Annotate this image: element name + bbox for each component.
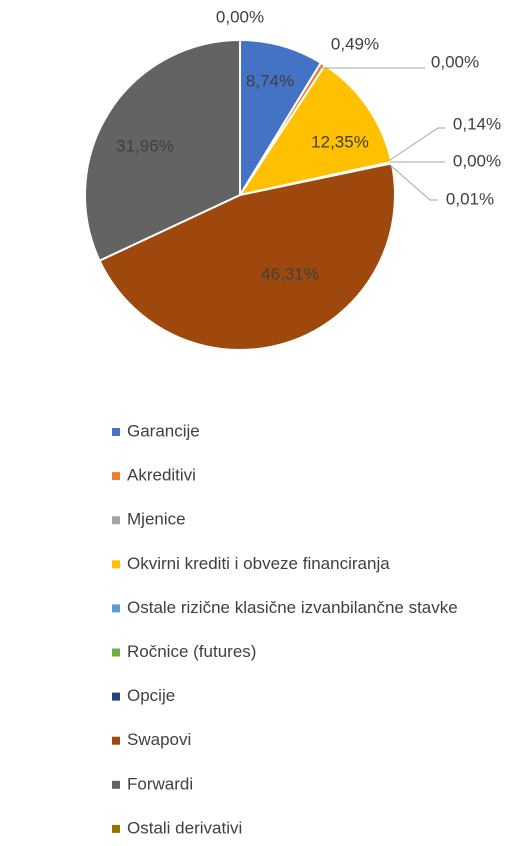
legend-marker: [112, 516, 120, 525]
data-label: 0,01%: [446, 189, 494, 208]
legend-label: Ostali derivativi: [127, 818, 242, 837]
legend-label: Garancije: [127, 421, 200, 440]
data-label: 0,14%: [453, 114, 501, 133]
data-label: 12,35%: [311, 132, 369, 151]
leader-line: [389, 164, 438, 201]
legend-label: Forwardi: [127, 774, 193, 793]
legend-marker: [112, 780, 120, 789]
legend-label: Swapovi: [127, 730, 191, 749]
legend-marker: [112, 472, 120, 481]
legend-marker: [112, 692, 120, 701]
legend-marker: [112, 736, 120, 745]
data-label: 0,49%: [331, 34, 379, 53]
legend-marker: [112, 560, 120, 569]
legend-label: Opcije: [127, 686, 175, 705]
data-label: 46,31%: [261, 264, 319, 283]
data-label: 0,00%: [453, 151, 501, 170]
legend-marker: [112, 824, 120, 833]
legend-label: Ročnice (futures): [127, 642, 256, 661]
pie-slice: [98, 162, 396, 351]
pie-slice: [237, 63, 393, 197]
data-label: 0,00%: [431, 52, 479, 71]
legend-marker: [112, 604, 120, 613]
pie-slice: [239, 38, 323, 199]
legend-label: Ostale rizične klasične izvanbilančne st…: [127, 598, 458, 617]
legend-label: Okvirni krediti i obveze financiranja: [127, 554, 390, 573]
legend-label: Akreditivi: [127, 466, 196, 485]
data-label: 0,00%: [216, 7, 264, 26]
pie-slice: [84, 38, 241, 262]
legend-label: Mjenice: [127, 510, 186, 529]
legend-marker: [112, 428, 120, 436]
data-label: 8,74%: [246, 71, 294, 90]
leader-line: [389, 127, 445, 161]
data-label: 31,96%: [116, 136, 174, 155]
legend-marker: [112, 648, 120, 657]
